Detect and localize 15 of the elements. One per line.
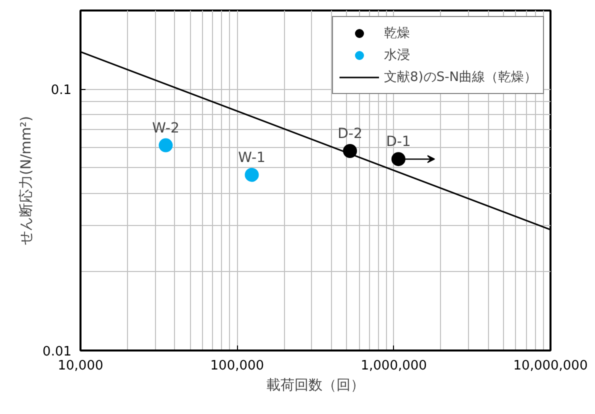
legend-label: 文献8)のS-N曲線（乾燥）: [384, 69, 537, 86]
legend-label: 水浸: [384, 47, 410, 64]
x-tick-label: 10,000: [58, 358, 104, 374]
y-tick-label: 0.01: [42, 344, 72, 360]
annotation: D-2: [338, 126, 362, 142]
annotation: W-2: [152, 120, 180, 136]
y-tick-label: 0.1: [50, 83, 72, 98]
x-tick-label: 100,000: [210, 358, 264, 374]
legend-label: 乾燥: [384, 25, 410, 42]
annotation: W-1: [238, 150, 266, 166]
x-tick-label: 1,000,000: [360, 358, 427, 374]
y-axis-title: せん断応力(N/mm²): [18, 116, 35, 245]
annotation: D-1: [386, 134, 411, 150]
x-axis-title: 載荷回数（回）: [266, 378, 364, 394]
x-tick-label: 10,000,000: [513, 358, 588, 374]
